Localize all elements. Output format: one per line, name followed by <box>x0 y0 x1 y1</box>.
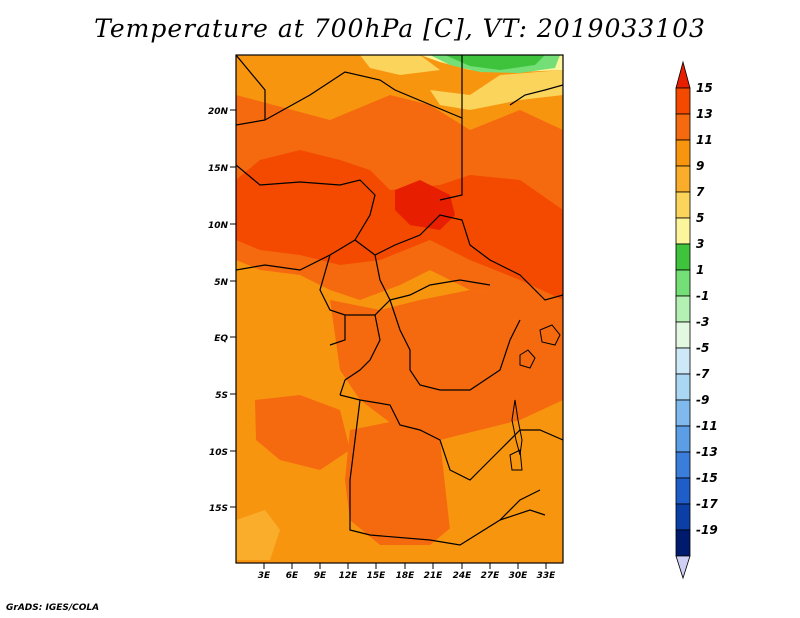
lon-tick: 12E <box>339 563 359 581</box>
lon-tick: 21E <box>424 563 444 581</box>
lon-tick: 30E <box>509 563 529 581</box>
lat-label: 5S <box>215 391 228 401</box>
colorbar-label: 3 <box>696 237 704 251</box>
colorbar-swatch <box>675 87 691 115</box>
colorbar-label: -13 <box>696 445 718 459</box>
colorbar-swatch <box>675 529 691 557</box>
lat-tick: 10N <box>208 221 236 231</box>
lat-label: EQ <box>214 334 228 344</box>
lat-tick: 15N <box>208 164 236 174</box>
colorbar-swatch <box>675 191 691 219</box>
lon-label: 24E <box>453 571 473 581</box>
lon-label: 9E <box>314 571 327 581</box>
lat-tick: 5S <box>215 391 236 401</box>
lon-tick: 18E <box>396 563 416 581</box>
colorbar-swatch <box>675 373 691 401</box>
colorbar-label: 9 <box>696 159 704 173</box>
colorbar-bottom-arrow <box>675 555 691 580</box>
lon-label: 15E <box>367 571 387 581</box>
lon-tick: 15E <box>367 563 387 581</box>
lat-tick: 10S <box>209 448 236 458</box>
lat-label: 5N <box>214 278 228 288</box>
lat-label: 15N <box>208 164 229 174</box>
lon-tick: 6E <box>286 563 299 581</box>
lon-label: 30E <box>509 571 529 581</box>
colorbar-label: -15 <box>696 471 718 485</box>
lat-tick: 15S <box>209 504 236 514</box>
lat-label: 20N <box>208 107 229 117</box>
lon-label: 12E <box>339 571 359 581</box>
lat-tick: 5N <box>214 278 236 288</box>
lon-label: 21E <box>424 571 444 581</box>
colorbar-label: -17 <box>696 497 718 511</box>
colorbar-label: 7 <box>696 185 705 199</box>
lon-label: 33E <box>537 571 557 581</box>
colorbar-swatch <box>675 139 691 167</box>
lon-label: 27E <box>481 571 501 581</box>
lat-label: 10S <box>209 448 228 458</box>
colorbar-label: -5 <box>696 341 709 355</box>
colorbar-label: 15 <box>696 81 713 95</box>
colorbar-label: -1 <box>696 289 709 303</box>
latitude-axis: 20N 15N 10N 5N EQ 5S 10S 15S <box>208 107 236 514</box>
grads-credit: GrADS: IGES/COLA <box>6 603 100 613</box>
colorbar-label: -19 <box>696 523 718 537</box>
country-borders <box>236 55 563 546</box>
colorbar-swatch <box>675 295 691 323</box>
lakes <box>509 324 561 471</box>
colorbar-label: -7 <box>696 367 710 381</box>
colorbar-swatch <box>675 269 691 297</box>
colorbar-swatch <box>675 425 691 453</box>
lon-tick: 27E <box>481 563 501 581</box>
lat-label: 15S <box>209 504 228 514</box>
lon-label: 3E <box>258 571 271 581</box>
colorbar-swatch <box>675 321 691 349</box>
colorbar-swatch <box>675 477 691 505</box>
colorbar-swatch <box>675 347 691 375</box>
colorbar-label: -3 <box>696 315 709 329</box>
colorbar-label: 1 <box>696 263 704 277</box>
colorbar: 15 13 11 9 7 5 3 1 -1 -3 -5 -7 -9 -11 -13 -15 -17 -19 <box>675 60 718 580</box>
colorbar-swatch <box>675 165 691 193</box>
lon-tick: 33E <box>537 563 557 581</box>
colorbar-label: -9 <box>696 393 709 407</box>
colorbar-swatch <box>675 217 691 245</box>
colorbar-swatch <box>675 113 691 141</box>
lat-tick: EQ <box>214 334 236 344</box>
map-frame <box>235 54 564 564</box>
map-title: Temperature at 700hPa [C], VT: 201903310… <box>94 14 706 43</box>
lat-label: 10N <box>208 221 229 231</box>
lon-tick: 9E <box>314 563 327 581</box>
colorbar-label: 13 <box>696 107 713 121</box>
lon-label: 6E <box>286 571 299 581</box>
colorbar-label: -11 <box>696 419 718 433</box>
colorbar-swatch <box>675 243 691 271</box>
colorbar-label: 5 <box>696 211 704 225</box>
lon-tick: 24E <box>453 563 473 581</box>
longitude-axis: 3E 6E 9E 12E 15E 18E 21E 24E 27E 30E 33E <box>258 563 556 581</box>
colorbar-swatch <box>675 399 691 427</box>
colorbar-swatch <box>675 451 691 479</box>
lon-label: 18E <box>396 571 416 581</box>
colorbar-top-arrow <box>675 60 691 89</box>
lon-tick: 3E <box>258 563 271 581</box>
lat-tick: 20N <box>208 107 236 117</box>
colorbar-label: 11 <box>696 133 713 147</box>
colorbar-swatch <box>675 503 691 531</box>
temperature-field <box>236 55 563 563</box>
